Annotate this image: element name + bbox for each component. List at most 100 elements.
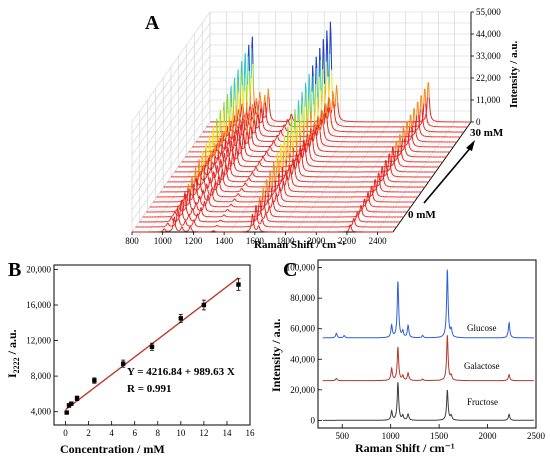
panel-a-spectrum-segment (305, 92, 308, 119)
panel-a-spectrum-segment (252, 118, 254, 120)
panel-a-spectrum-segment (219, 138, 222, 144)
panel-a-spectrum-segment (332, 126, 334, 129)
panel-a-spectrum-segment (267, 149, 269, 151)
panel-a-spectrum-segment (411, 135, 414, 141)
panel-a-spectrum-segment (413, 133, 415, 135)
panel-a-spectrum-segment (234, 77, 236, 100)
panel-a-spectrum-segment (288, 122, 290, 125)
panel-a-spectrum-segment (257, 126, 259, 129)
panel-a-spectrum-segment (290, 117, 293, 126)
panel-a-spectrum-segment (304, 169, 306, 171)
panel-a-spectrum-segment (390, 156, 393, 164)
panel-a-spectrum-segment (255, 166, 258, 170)
panel-a-spectrum-segment (217, 135, 219, 151)
panel-a-spectrum-segment (230, 137, 233, 141)
panel-a-spectrum-segment (399, 134, 402, 145)
panel-a-spectrum-segment (216, 159, 218, 162)
panel-a-spectrum-segment (285, 123, 287, 126)
panel-a-spectrum-segment (326, 138, 328, 141)
panel-a-spectrum-segment (234, 168, 237, 170)
panel-a-spectrum-segment (279, 129, 281, 133)
panel-a-spectrum-segment (336, 90, 339, 103)
panel-a-spectrum-segment (253, 101, 256, 108)
panel-a-spectrum-segment (319, 131, 322, 138)
panel-a-spectrum-segment (268, 123, 270, 125)
panel-a-side-grid-line (131, 44, 211, 156)
panel-a-spectrum-segment (214, 157, 216, 165)
panel-a-spectrum-segment (229, 126, 232, 131)
panel-a-spectrum-segment (263, 127, 266, 130)
panel-a-spectrum-segment (225, 140, 228, 143)
panel-a-spectrum-segment (225, 157, 228, 161)
panel-a-spectrum-segment (401, 138, 404, 147)
panel-a-spectrum-segment (428, 97, 431, 109)
panel-a-spectrum-segment (402, 158, 405, 161)
panel-a-spectrum-segment (217, 150, 220, 160)
panel-a-spectrum-segment (220, 150, 223, 155)
panel-a-spectrum-segment (208, 155, 211, 160)
panel-a-spectrum-segment (309, 137, 312, 144)
panel-a-spectrum-segment (417, 139, 420, 141)
panel-a-spectrum-segment (311, 158, 313, 161)
panel-a-spectrum-segment (232, 146, 235, 150)
panel-a-spectrum-segment (223, 148, 225, 152)
panel-a-side-grid-line (131, 66, 211, 178)
panel-a-spectrum-segment (410, 149, 412, 151)
panel-a-spectrum-segment (316, 68, 318, 98)
panel-a-spectrum-segment (251, 134, 253, 140)
panel-a-spectrum-segment (403, 147, 405, 150)
panel-a-spectrum-segment (396, 157, 398, 160)
panel-a-spectrum-segment (285, 122, 288, 125)
panel-a-spectrum-segment (250, 126, 253, 135)
panel-a-spectrum-segment (237, 151, 240, 156)
panel-a-spectrum-segment (423, 117, 426, 120)
panel-a-spectrum-segment (431, 118, 434, 121)
panel-a-spectrum-segment (295, 117, 297, 140)
panel-a-spectrum-segment (311, 135, 313, 140)
panel-a-spectrum-segment (244, 140, 247, 145)
panel-a-spectrum-segment (419, 123, 422, 126)
panel-a-spectrum-segment (232, 130, 235, 133)
panel-a-spectrum-segment (245, 111, 247, 117)
panel-a-spectrum-segment (337, 110, 340, 115)
panel-a-spectrum-segment (309, 153, 312, 157)
panel-a-spectrum-segment (263, 126, 265, 129)
panel-a-spectrum-segment (264, 159, 266, 161)
panel-a-spectrum-segment (237, 157, 239, 162)
panel-a-spectrum-segment (397, 157, 400, 162)
panel-a-spectrum-segment (308, 148, 311, 154)
panel-a-spectrum-segment (218, 151, 221, 154)
panel-a-spectrum-segment (259, 161, 261, 164)
panel-a-spectrum-segment (257, 107, 259, 115)
panel-a-spectrum-segment (231, 106, 233, 126)
panel-a-spectrum-segment (231, 173, 233, 175)
panel-a-spectrum-segment (208, 171, 211, 174)
panel-a-spectrum-segment (236, 135, 239, 142)
panel-a-spectrum-segment (236, 124, 238, 128)
panel-a-spectrum-segment (213, 142, 216, 158)
panel-a-spectrum-segment (328, 107, 331, 113)
panel-a-spectrum-segment (325, 61, 327, 90)
panel-a-spectrum-segment (407, 132, 410, 142)
panel-a-spectrum-segment (219, 164, 221, 170)
panel-a-spectrum-segment (323, 51, 326, 84)
panel-a-spectrum-segment (419, 109, 421, 120)
panel-a-spectrum-segment (211, 167, 213, 170)
panel-a-spectra (131, 21, 472, 233)
panel-a-spectrum-segment (291, 162, 293, 166)
panel-a-spectrum-segment (292, 118, 294, 121)
panel-a-spectrum-segment (248, 110, 251, 114)
panel-a-spectrum-segment (250, 112, 253, 120)
panel-a-spectrum-segment (235, 104, 238, 121)
panel-a-spectrum-segment (256, 168, 258, 171)
panel-a-spectrum-segment (318, 124, 320, 129)
panel-a-spectrum-segment (264, 94, 266, 103)
panel-a-spectrum-segment (417, 126, 419, 129)
panel-a-spectrum-segment (266, 151, 268, 154)
panel-a-spectrum-segment (287, 119, 290, 123)
panel-a-spectrum-segment (416, 128, 418, 131)
panel-a-spectrum-segment (317, 125, 319, 133)
panel-a-spectrum-segment (250, 137, 252, 139)
panel-a-spectrum-segment (270, 147, 273, 150)
panel-a-spectrum-segment (322, 143, 324, 145)
